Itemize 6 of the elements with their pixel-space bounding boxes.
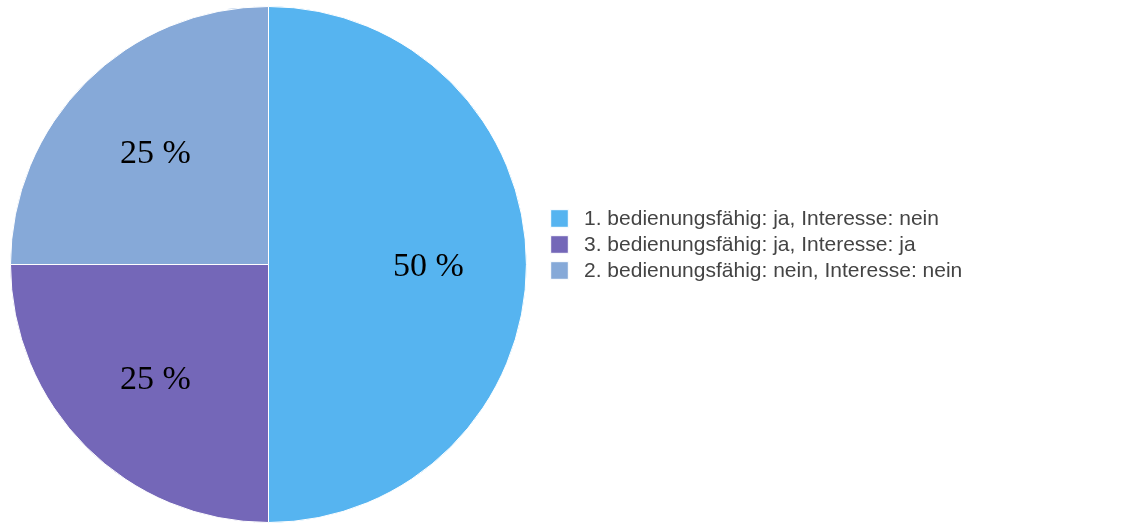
legend-label: 1. bedienungsfähig: ja, Interesse: nein bbox=[584, 206, 939, 230]
data-label: 50 % bbox=[393, 246, 464, 283]
legend-label: 3. bedienungsfähig: ja, Interesse: ja bbox=[584, 232, 916, 256]
data-label: 25 % bbox=[119, 132, 191, 170]
data-label: 25 % bbox=[119, 359, 191, 397]
legend-label: 2. bedienungsfähig: nein, Interesse: nein bbox=[584, 258, 963, 282]
